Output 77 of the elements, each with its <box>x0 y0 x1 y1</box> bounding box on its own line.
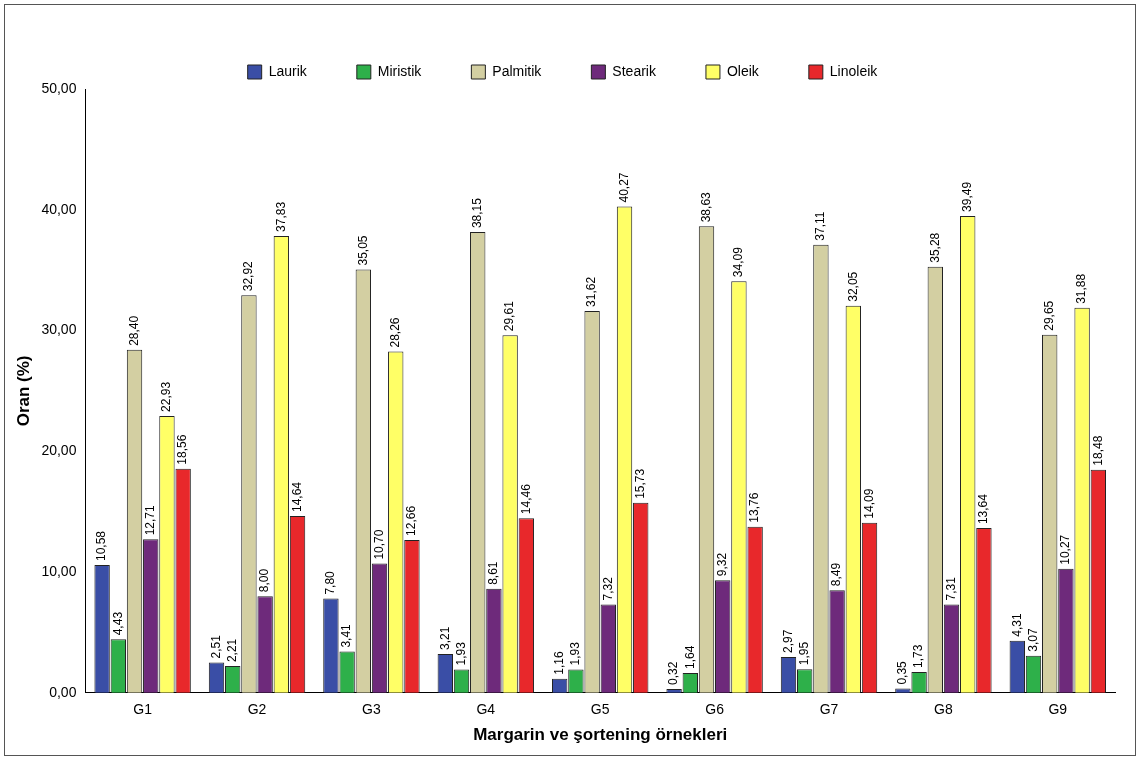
data-label: 28,26 <box>388 317 403 348</box>
data-label: 14,46 <box>518 483 533 515</box>
y-tick-label: 50,00 <box>41 79 77 96</box>
y-tick-label: 0,00 <box>49 683 77 700</box>
x-tick-label: G4 <box>476 701 496 718</box>
data-label: 37,11 <box>813 211 828 241</box>
data-label: 7,80 <box>323 570 338 595</box>
y-tick-label: 30,00 <box>41 321 77 338</box>
data-label: 1,95 <box>797 641 812 666</box>
y-tick-label: 20,00 <box>41 442 77 459</box>
data-label: 0,32 <box>666 661 681 685</box>
x-tick-label: G7 <box>819 701 839 718</box>
legend-label: Linoleik <box>829 62 879 79</box>
y-tick-label: 10,00 <box>41 562 77 579</box>
data-label: 35,28 <box>927 232 942 263</box>
x-tick-label: G8 <box>934 701 953 718</box>
data-label: 31,88 <box>1074 273 1089 304</box>
data-label: 3,41 <box>339 623 354 648</box>
data-label: 1,64 <box>682 645 697 669</box>
data-label: 1,93 <box>453 641 468 666</box>
legend-label: Palmitik <box>492 62 543 79</box>
data-label: 2,21 <box>225 638 240 663</box>
x-axis-title: Margarin ve şortening örnekleri <box>473 725 728 745</box>
data-label: 40,27 <box>616 172 631 203</box>
data-label: 35,05 <box>355 235 370 266</box>
data-label: 12,66 <box>404 505 419 536</box>
data-label: 3,21 <box>437 626 452 651</box>
data-label: 10,70 <box>371 529 386 560</box>
data-label: 28,40 <box>126 315 141 346</box>
data-label: 18,56 <box>175 434 190 465</box>
data-label: 29,61 <box>502 300 517 332</box>
x-tick-label: G9 <box>1048 701 1068 718</box>
data-label: 31,62 <box>584 276 599 307</box>
data-label: 38,15 <box>470 197 485 229</box>
data-label: 4,43 <box>110 611 125 636</box>
data-label: 14,09 <box>861 488 876 519</box>
y-tick-label: 40,00 <box>41 200 77 217</box>
data-label: 7,32 <box>600 576 615 601</box>
data-label: 18,48 <box>1090 435 1105 466</box>
legend-label: Oleik <box>726 62 760 79</box>
data-label: 39,49 <box>960 181 975 212</box>
data-label: 38,63 <box>698 191 713 223</box>
data-label: 13,64 <box>976 493 991 525</box>
y-axis-title: Oran (%) <box>13 355 33 427</box>
data-label: 7,31 <box>943 576 958 601</box>
data-label: 8,00 <box>257 568 272 593</box>
data-label: 0,35 <box>895 660 910 685</box>
legend-label: Miristik <box>377 62 423 79</box>
data-label: 22,93 <box>159 381 174 412</box>
data-label: 9,32 <box>715 552 730 577</box>
data-label: 37,83 <box>273 201 288 232</box>
data-label: 1,73 <box>911 644 926 668</box>
data-label: 15,73 <box>633 468 648 499</box>
x-tick-label: G3 <box>362 701 381 718</box>
data-label: 1,16 <box>552 651 567 675</box>
data-label: 8,61 <box>486 561 501 585</box>
x-tick-label: G2 <box>247 701 267 718</box>
data-label: 2,51 <box>208 634 223 659</box>
data-label: 8,49 <box>829 562 844 587</box>
legend-label: Stearik <box>612 62 657 79</box>
data-label: 10,58 <box>94 530 109 562</box>
data-label: 3,07 <box>1025 628 1040 652</box>
data-label: 32,92 <box>241 260 256 292</box>
x-tick-label: G6 <box>705 701 725 718</box>
data-label: 1,93 <box>568 641 583 666</box>
data-label: 29,65 <box>1042 300 1057 331</box>
x-tick-label: G1 <box>133 701 153 718</box>
data-label: 32,05 <box>845 271 860 302</box>
data-label: 13,76 <box>747 492 762 523</box>
data-label: 2,97 <box>780 629 795 653</box>
data-label: 12,71 <box>143 504 158 536</box>
data-label: 10,27 <box>1058 534 1073 565</box>
data-label: 34,09 <box>731 246 746 278</box>
legend-label: Laurik <box>268 62 308 79</box>
data-label: 4,31 <box>1009 613 1024 637</box>
x-tick-label: G5 <box>590 701 610 718</box>
data-label: 14,64 <box>289 481 304 513</box>
